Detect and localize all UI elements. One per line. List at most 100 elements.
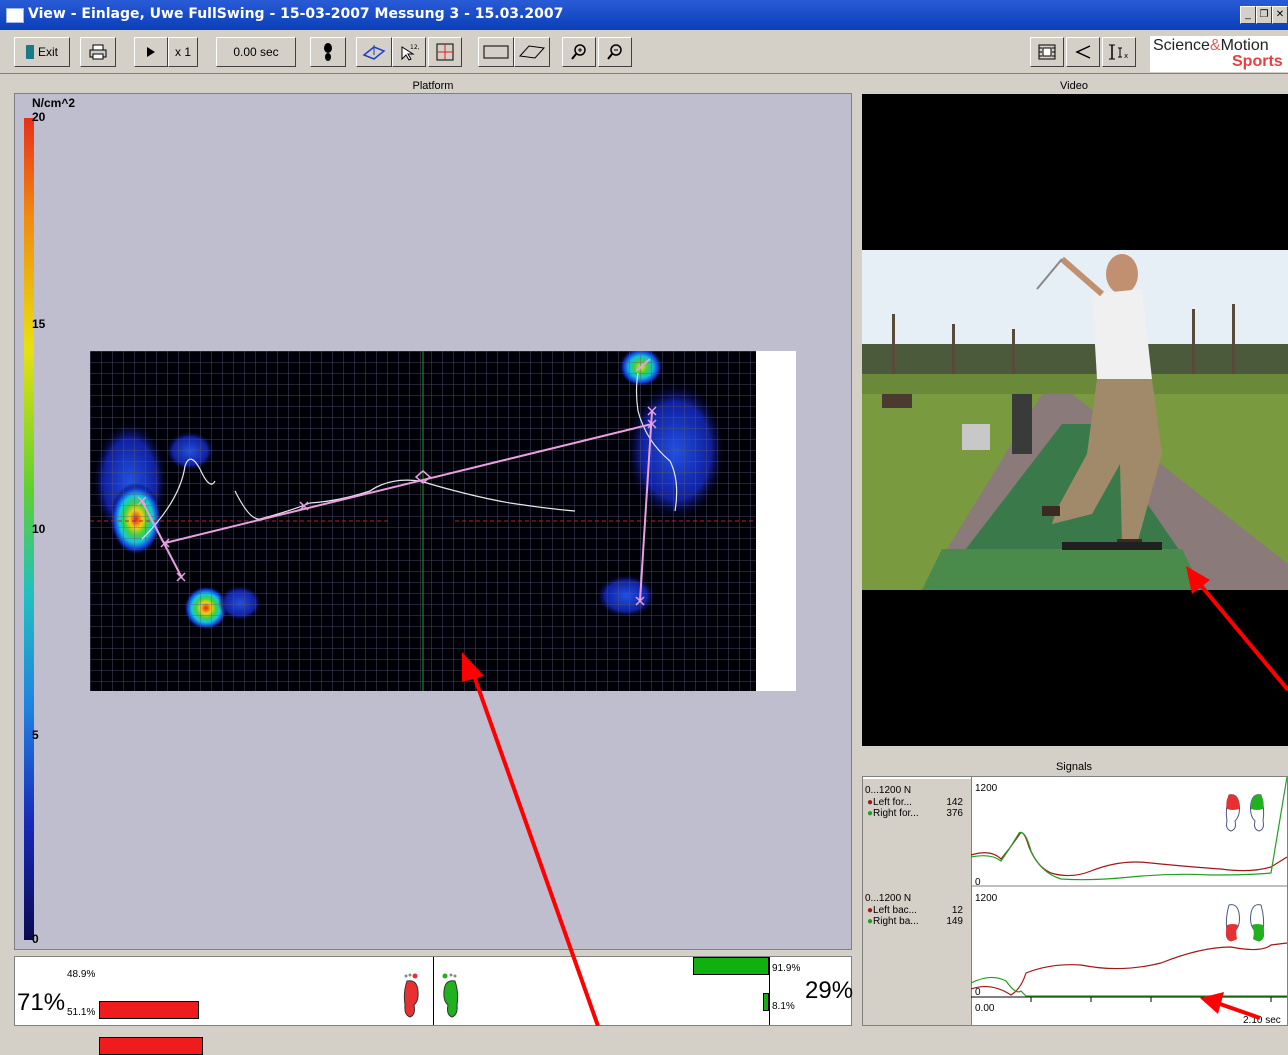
pressure-color-scale: [24, 118, 34, 940]
measure-button[interactable]: x: [1102, 37, 1136, 67]
toolbar: Exit x 1 0.00 sec 12,3 x: [0, 30, 1288, 74]
printer-icon: [89, 44, 107, 60]
center-of-force-marker: [414, 470, 432, 484]
right-backfoot-trace: [971, 976, 1287, 997]
zoom-out-button[interactable]: [598, 37, 632, 67]
scale-tick-5: 5: [32, 728, 39, 742]
platform-header: Platform: [14, 77, 852, 95]
zoom-in-button[interactable]: [562, 37, 596, 67]
print-button[interactable]: [80, 37, 116, 67]
measure-icon: x: [1109, 44, 1128, 60]
zoom-in-icon: [571, 44, 586, 60]
bottom-signal-legend: 0...1200 N ●Left bac... 12 ●Right ba... …: [863, 887, 971, 995]
zoom-out-icon: [607, 44, 622, 60]
legend-left-forefoot[interactable]: ●Left for...: [867, 797, 912, 808]
science-motion-logo: Science&Motion Sports: [1150, 36, 1288, 72]
3d-plate-icon: [362, 45, 386, 60]
title-bar: View - Einlage, Uwe FullSwing - 15-03-20…: [0, 0, 1288, 30]
exit-button[interactable]: Exit: [14, 37, 70, 67]
logo-sports: Sports: [1232, 53, 1283, 70]
video-panel[interactable]: [862, 94, 1288, 746]
play-icon: [147, 47, 155, 57]
bottom-signal-range: 0...1200 N: [865, 893, 912, 904]
signals-panel[interactable]: 0...1200 N ●Left for... 142 ●Right for..…: [862, 776, 1288, 1026]
top-signal-range: 0...1200 N: [865, 785, 912, 796]
x-start-label: 0.00: [975, 1003, 995, 1014]
signals-header: Signals: [860, 758, 1288, 776]
crosshair-grid-icon: [436, 43, 454, 61]
filmstrip-button[interactable]: [1030, 37, 1064, 67]
left-forefoot-value: 142: [946, 797, 963, 808]
right-bottom-percent: 8.1%: [772, 1001, 795, 1012]
right-total-percent: 29%: [805, 977, 854, 1004]
top-ymin-label: 0: [975, 877, 981, 888]
app-icon: [6, 8, 24, 23]
left-total-percent: 71%: [17, 989, 66, 1016]
logo-motion: Motion: [1220, 37, 1269, 54]
legend-right-forefoot[interactable]: ●Right for...: [867, 808, 919, 819]
right-foot-icon: [442, 973, 459, 1018]
time-display: 0.00 sec: [216, 37, 296, 67]
golf-swing-video-frame: [862, 250, 1288, 590]
right-top-percent: 91.9%: [772, 963, 801, 974]
bottom-ymax-label: 1200: [975, 893, 998, 904]
rectangle-icon: [483, 45, 509, 59]
heel-indicator-icon: [1225, 904, 1265, 942]
scale-tick-0: 0: [32, 932, 39, 946]
left-bottom-percent: 51.1%: [67, 1007, 96, 1018]
left-foot-icon: [403, 973, 419, 1018]
center-of-force-line: [164, 423, 653, 544]
x-end-label: 2.10 sec: [1243, 1015, 1281, 1025]
exit-icon: [25, 45, 34, 59]
logo-science: Science: [1153, 37, 1210, 54]
rect-view-button[interactable]: [478, 37, 514, 67]
legend-right-backfoot[interactable]: ●Right ba...: [867, 916, 919, 927]
signals-graph[interactable]: 1200 0 1200 0 0.00 2.10 sec: [971, 777, 1287, 1025]
left-heel-bar: [99, 1037, 203, 1055]
parallelogram-icon: [519, 45, 545, 59]
window-title: View - Einlage, Uwe FullSwing - 15-03-20…: [28, 6, 564, 22]
left-backfoot-value: 12: [951, 905, 963, 916]
pressure-heatmap[interactable]: [90, 351, 796, 691]
cursor-icon: 12,3: [401, 44, 419, 61]
perspective-view-button[interactable]: [514, 37, 550, 67]
select-values-button[interactable]: 12,3: [392, 37, 426, 67]
filmstrip-icon: [1038, 44, 1056, 60]
svg-text:x: x: [1124, 52, 1128, 60]
right-heel-bar: [763, 993, 769, 1011]
speed-button[interactable]: x 1: [168, 37, 198, 67]
svg-text:12,3: 12,3: [410, 44, 419, 51]
scale-tick-15: 15: [32, 317, 46, 331]
top-ymax-label: 1200: [975, 783, 998, 794]
bottom-ymin-label: 0: [975, 987, 981, 998]
right-forefoot-trace: [971, 777, 1287, 881]
grid-button[interactable]: [428, 37, 462, 67]
close-button[interactable]: ✕: [1272, 6, 1288, 24]
top-signal-legend: 0...1200 N ●Left for... 142 ●Right for..…: [863, 779, 971, 887]
play-button[interactable]: [134, 37, 168, 67]
cop-markers: [137, 406, 657, 606]
scale-tick-10: 10: [32, 522, 46, 536]
angle-icon: [1075, 45, 1091, 59]
left-forefoot-bar: [99, 1001, 199, 1019]
minimize-button[interactable]: _: [1240, 6, 1256, 24]
left-top-percent: 48.9%: [67, 969, 96, 980]
3d-view-button[interactable]: [356, 37, 392, 67]
right-forefoot-value: 376: [946, 808, 963, 819]
angle-button[interactable]: [1066, 37, 1100, 67]
pressure-unit-label: N/cm^2: [32, 96, 76, 110]
forefoot-indicator-icon: [1225, 794, 1265, 832]
foot-icon: [324, 43, 332, 61]
right-backfoot-value: 149: [946, 916, 963, 927]
scale-tick-20: 20: [32, 110, 46, 124]
right-forefoot-bar: [693, 957, 769, 975]
foot-view-button[interactable]: [310, 37, 346, 67]
legend-left-backfoot[interactable]: ●Left bac...: [867, 905, 917, 916]
weight-distribution-panel: 71% 48.9% 51.1% 91.9% 8.1% 29%: [14, 956, 854, 1055]
exit-label: Exit: [37, 45, 58, 59]
right-foot-axis-line: [639, 410, 653, 602]
restore-button[interactable]: ❐: [1256, 6, 1272, 24]
logo-amp: &: [1209, 37, 1221, 54]
left-backfoot-trace: [971, 942, 1287, 996]
video-header: Video: [860, 77, 1288, 95]
